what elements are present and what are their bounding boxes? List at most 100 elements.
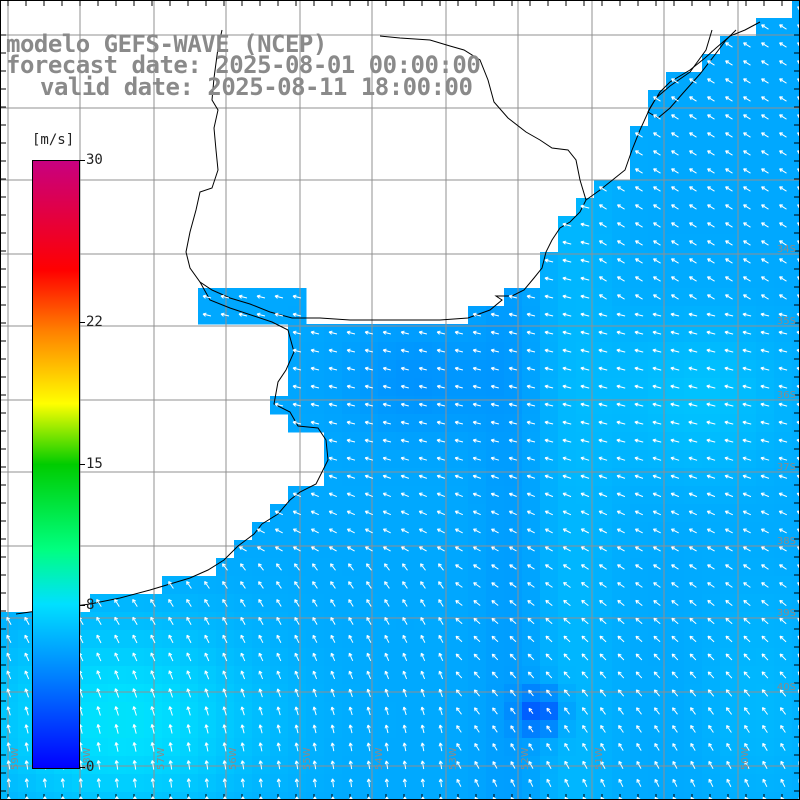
wind-arrow — [690, 796, 695, 800]
wind-arrow — [132, 634, 138, 644]
wind-arrow — [274, 528, 283, 534]
wind-arrow — [402, 706, 407, 716]
wind-arrow — [186, 778, 191, 788]
colorbar-tick-label: 15 — [86, 455, 103, 472]
wind-arrow — [382, 510, 392, 516]
wind-arrow — [743, 671, 751, 679]
wind-arrow — [346, 456, 356, 461]
wind-speed-cell — [792, 288, 800, 307]
wind-arrow — [707, 222, 715, 228]
wind-arrow — [328, 474, 338, 479]
wind-arrow — [384, 599, 390, 607]
wind-arrow — [707, 671, 715, 679]
wind-arrow — [294, 688, 299, 698]
wind-arrow — [400, 474, 410, 479]
wind-arrow — [312, 742, 317, 752]
wind-speed-cell — [792, 756, 800, 775]
wind-arrow — [742, 510, 752, 516]
wind-arrow — [364, 492, 373, 498]
wind-arrow — [438, 724, 443, 734]
wind-speed-cell — [792, 342, 800, 361]
wind-arrow — [186, 670, 192, 680]
wind-arrow — [652, 294, 661, 300]
wind-arrow — [672, 760, 678, 769]
wind-arrow — [725, 707, 732, 715]
lon-label: 58W — [82, 747, 93, 770]
wind-arrow — [670, 510, 680, 516]
wind-arrow — [240, 616, 246, 625]
wind-arrow — [346, 330, 356, 335]
wind-arrow — [761, 564, 769, 570]
wind-arrow — [600, 778, 606, 788]
wind-arrow — [420, 760, 425, 770]
wind-arrow — [598, 204, 607, 210]
wind-arrow — [689, 114, 697, 120]
wind-arrow — [670, 438, 680, 443]
wind-arrow — [670, 474, 680, 479]
wind-arrow — [491, 582, 499, 588]
wind-arrow — [598, 456, 608, 461]
wind-arrow — [276, 742, 281, 752]
wind-arrow — [616, 528, 625, 534]
wind-arrow — [114, 652, 120, 662]
wind-speed-cell — [792, 630, 800, 649]
wind-arrow — [652, 438, 662, 443]
wind-arrow — [456, 725, 462, 733]
wind-arrow — [292, 348, 302, 353]
wind-speed-cell — [558, 792, 577, 800]
wind-arrow — [527, 564, 535, 570]
wind-arrow — [760, 546, 769, 552]
wind-arrow — [310, 492, 319, 498]
wind-arrow — [725, 96, 733, 102]
wind-arrow — [671, 168, 679, 174]
wind-arrow — [490, 330, 500, 335]
wind-arrow — [526, 492, 535, 498]
wind-arrow — [258, 598, 264, 607]
wind-arrow — [222, 616, 228, 625]
wind-arrow — [689, 132, 697, 138]
wind-arrow — [490, 510, 499, 516]
wind-arrow — [779, 150, 787, 156]
wind-arrow — [706, 456, 716, 461]
wind-arrow — [724, 528, 733, 534]
wind-arrow — [616, 276, 625, 282]
wind-arrow — [580, 510, 590, 516]
wind-speed-cell — [792, 414, 800, 433]
wind-arrow — [689, 599, 697, 606]
wind-arrow — [168, 652, 174, 662]
wind-arrow — [618, 742, 624, 751]
wind-arrow — [240, 634, 246, 644]
wind-arrow — [384, 724, 389, 734]
wind-arrow — [509, 617, 517, 624]
wind-arrow — [582, 725, 588, 733]
wind-arrow — [312, 688, 317, 698]
wind-arrow — [472, 312, 482, 317]
wind-arrow — [6, 760, 11, 770]
wind-arrow — [743, 114, 751, 120]
wind-arrow — [294, 652, 300, 662]
wind-arrow — [580, 348, 590, 353]
wind-arrow — [402, 599, 408, 607]
wind-arrow — [274, 294, 284, 299]
wind-arrow — [688, 402, 698, 407]
wind-arrow — [690, 778, 696, 787]
wind-arrow — [491, 617, 499, 624]
wind-speed-cell — [792, 378, 800, 397]
wind-arrow — [706, 546, 715, 552]
wind-arrow — [634, 438, 644, 443]
wind-arrow — [598, 438, 608, 443]
lat-label: 36S — [777, 390, 796, 401]
wind-arrow — [725, 635, 733, 643]
wind-arrow — [742, 330, 752, 335]
wind-arrow — [310, 420, 320, 425]
wind-arrow — [474, 778, 480, 787]
wind-arrow — [762, 778, 768, 788]
wind-arrow — [598, 258, 607, 264]
wind-arrow — [580, 240, 590, 245]
wind-arrow — [240, 598, 246, 607]
wind-arrow — [366, 724, 371, 734]
wind-arrow — [472, 546, 481, 552]
wind-arrow — [761, 114, 769, 120]
wind-arrow — [689, 240, 697, 246]
wind-arrow — [779, 132, 787, 138]
